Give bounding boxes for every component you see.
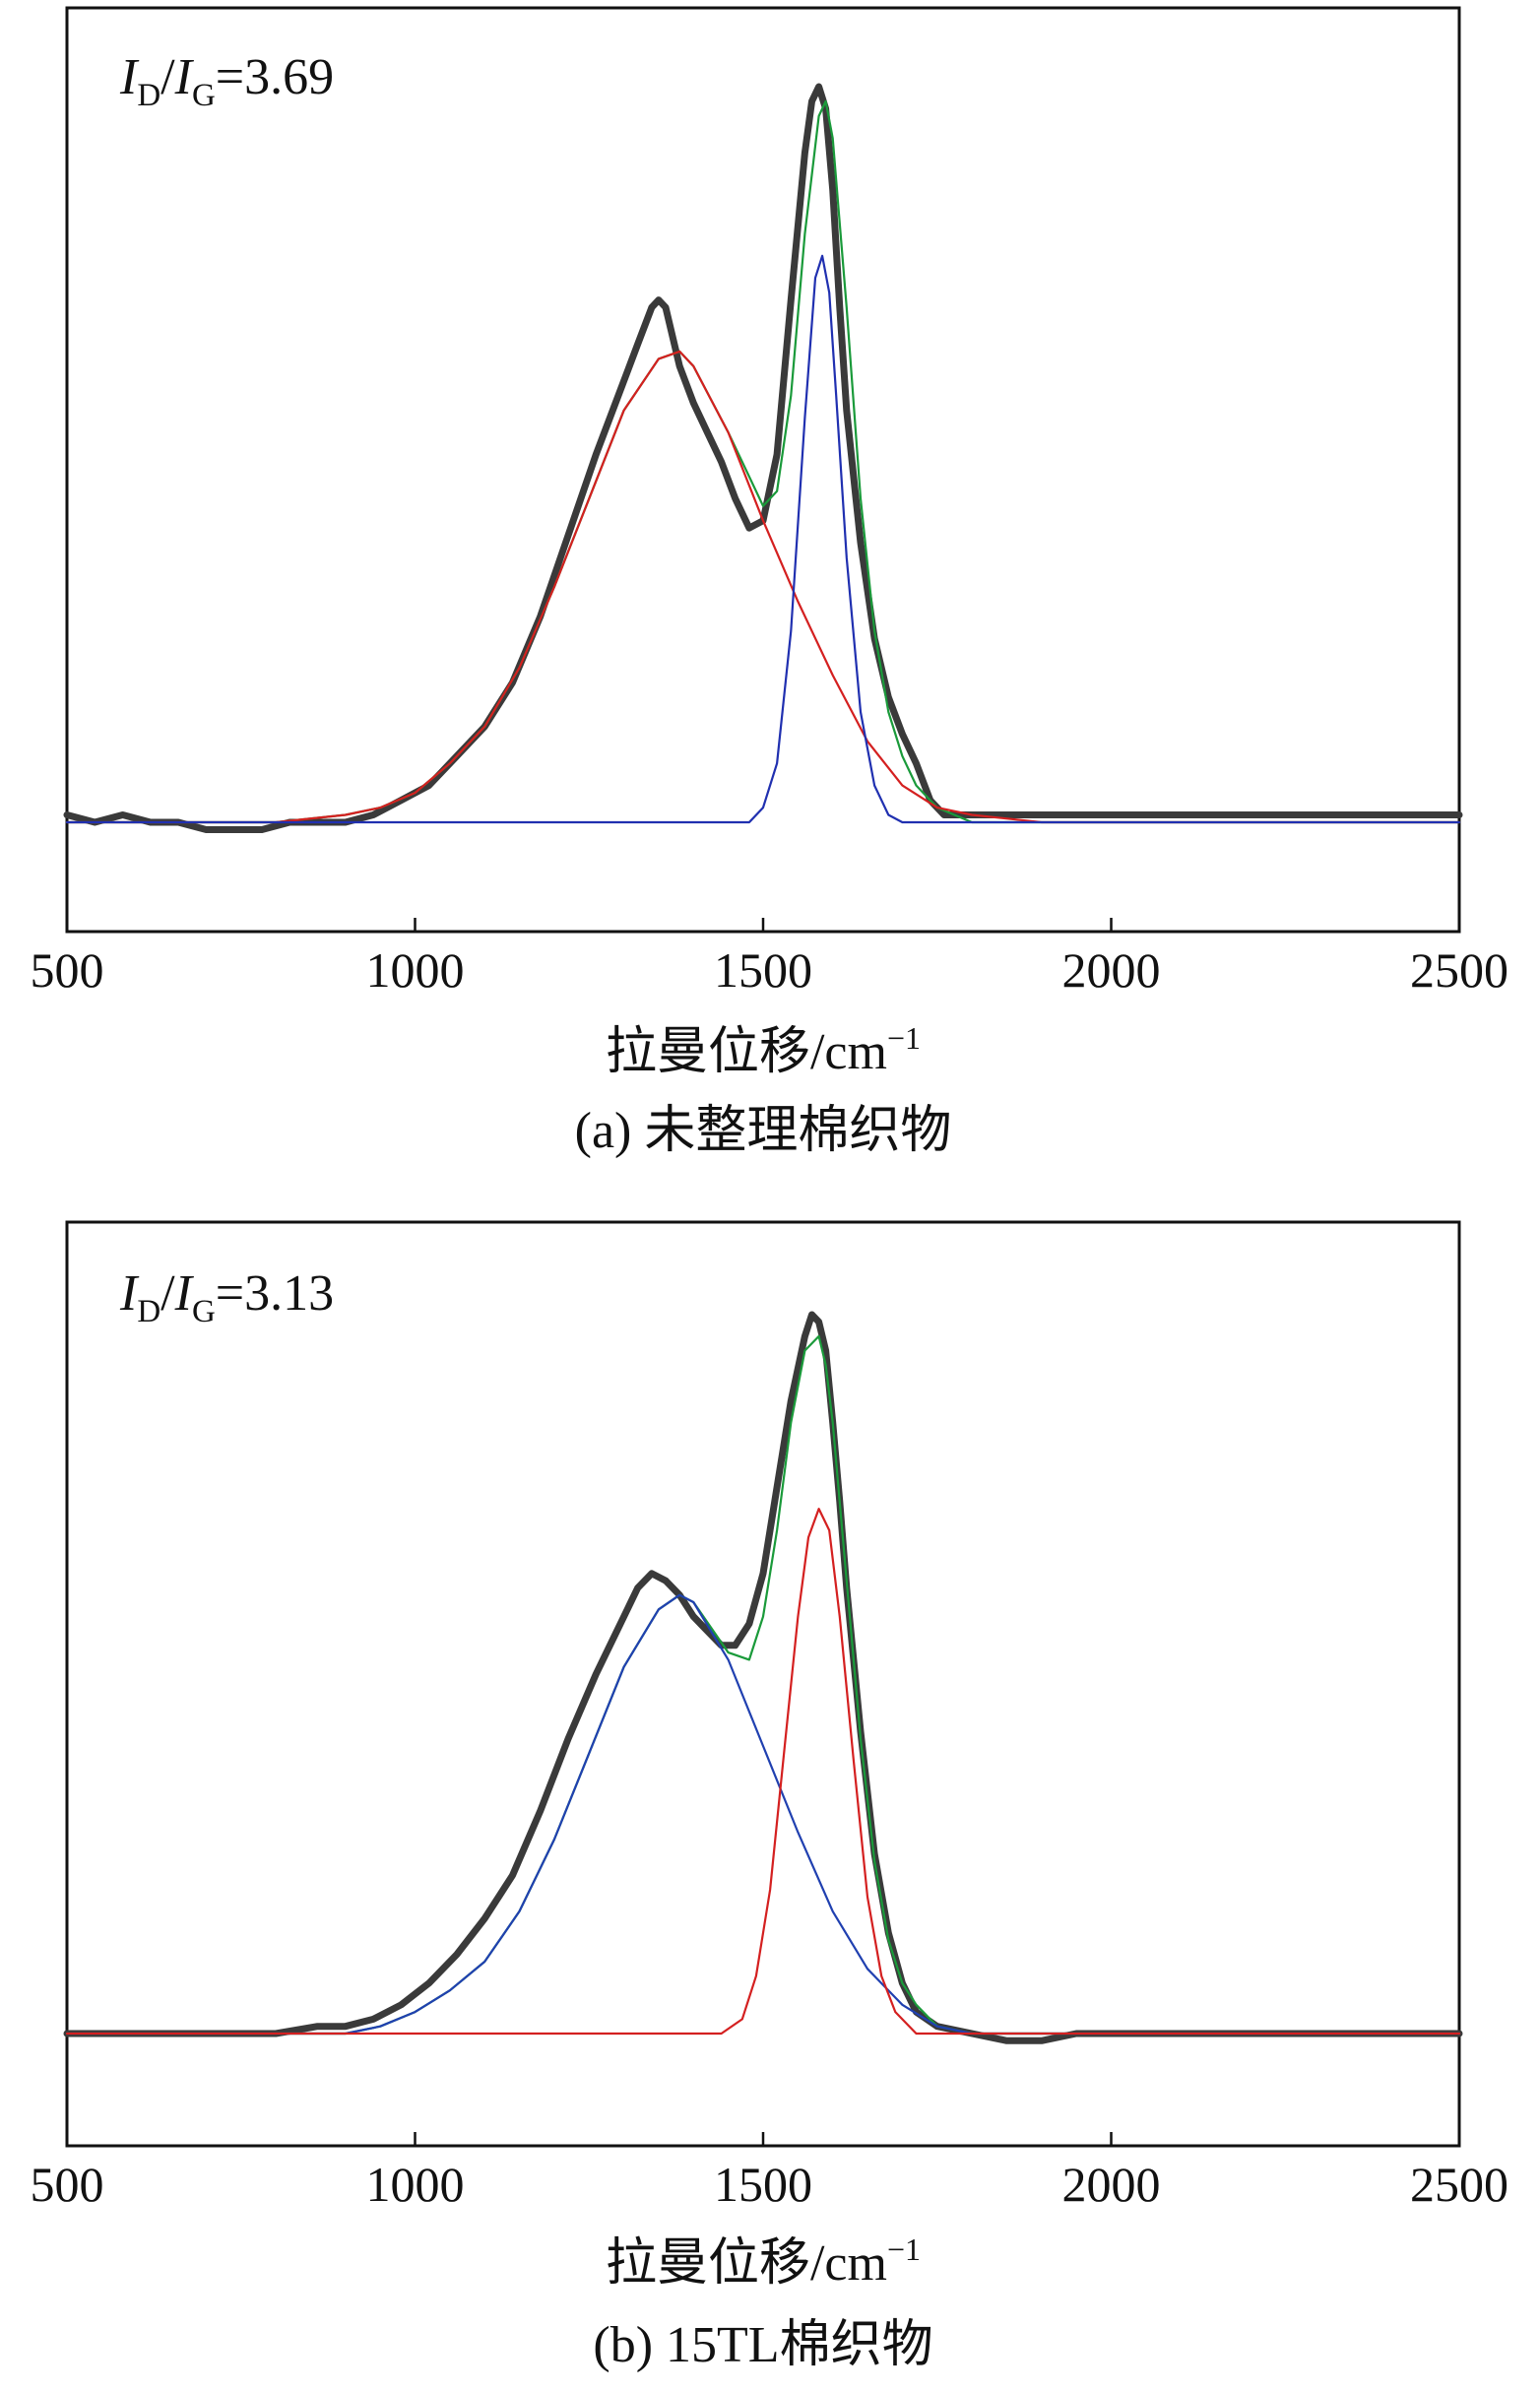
panel-b-caption: (b) 15TL棉织物 [593,2317,932,2373]
panel-a-measured-curve [63,83,1463,833]
panel-a-g-band-curve [65,254,1461,824]
panel-a-x-tick-label-2500: 2500 [1410,942,1508,998]
panel-a-x-tick-label-1500: 1500 [714,942,812,998]
panel-b-curves [63,1311,1463,2044]
panel-b-x-tick-label-500: 500 [31,2157,104,2212]
panel-a-x-tick-label-2000: 2000 [1062,942,1161,998]
panel-b-plot-frame [65,1220,1461,2148]
panel-a-caption: (a) 未整理棉织物 [575,1103,952,1159]
panel-b-x-tick-label-2500: 2500 [1410,2157,1508,2212]
panel-a-annotation: ID/IG=3.69 [119,49,334,113]
panel-a-x-tick-label-500: 500 [31,942,104,998]
panel-b-x-axis-title: 拉曼位移/cm−1 [606,2231,921,2292]
panel-a-fit-curve [65,99,1461,824]
panel-a-d-band-curve [65,350,1461,824]
panel-b: 500 1000 1500 2000 2500 ID/IG=3.13 拉曼位移/cm−1… [31,1220,1508,2373]
panel-a-plot-frame [65,6,1461,934]
panel-b-x-tick-label-2000: 2000 [1062,2157,1161,2212]
panel-b-d-band-curve [65,1593,1461,2036]
panel-b-annotation: ID/IG=3.13 [119,1265,334,1329]
panel-b-g-band-curve [65,1508,1461,2036]
panel-b-x-ticks: 500 1000 1500 2000 2500 [31,2132,1508,2212]
panel-a-curves [63,83,1463,833]
panel-b-x-tick-label-1500: 1500 [714,2157,812,2212]
panel-b-measured-curve [63,1311,1463,2044]
panel-b-x-tick-label-1000: 1000 [366,2157,465,2212]
panel-a: 500 1000 1500 2000 2500 ID/IG=3.69 拉曼位移/cm−1… [31,6,1508,1159]
panel-a-x-tick-label-1000: 1000 [366,942,465,998]
panel-a-x-ticks: 500 1000 1500 2000 2500 [31,918,1508,998]
panel-a-x-axis-title: 拉曼位移/cm−1 [606,1020,921,1080]
